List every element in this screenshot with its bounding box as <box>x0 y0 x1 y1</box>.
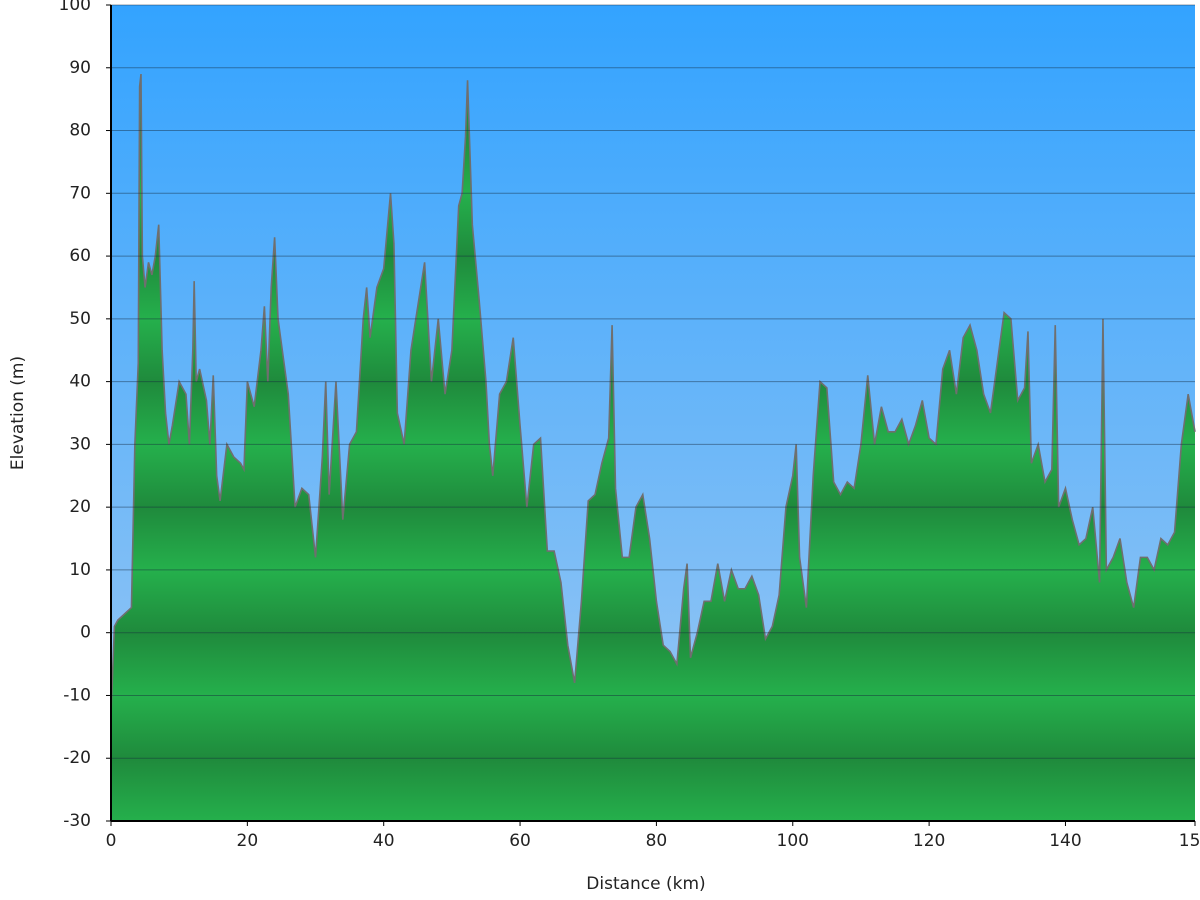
x-tick-label: 159 <box>1179 831 1200 851</box>
y-tick-label: 70 <box>69 183 91 203</box>
x-tick-label: 60 <box>509 831 531 851</box>
y-tick-label: 30 <box>69 434 91 454</box>
y-tick-label: 50 <box>69 309 91 329</box>
x-tick-label: 140 <box>1049 831 1081 851</box>
x-tick-label: 40 <box>373 831 395 851</box>
y-tick-label: -20 <box>63 748 91 768</box>
y-tick-label: 40 <box>69 372 91 392</box>
y-tick-label: 90 <box>69 58 91 78</box>
y-tick-label: 80 <box>69 121 91 141</box>
y-tick-label: 10 <box>69 560 91 580</box>
y-tick-label: -10 <box>63 685 91 705</box>
elevation-area <box>111 74 1195 822</box>
y-tick-label: 100 <box>59 0 91 15</box>
y-tick-label: -30 <box>63 811 91 831</box>
x-tick-label: 100 <box>777 831 809 851</box>
y-tick-label: 20 <box>69 497 91 517</box>
y-tick-label: 0 <box>80 623 91 643</box>
x-tick-label: 20 <box>237 831 259 851</box>
x-tick-label: 80 <box>646 831 668 851</box>
elevation-line <box>110 73 1196 715</box>
x-axis-label: Distance (km) <box>586 874 705 894</box>
x-tick-label: 0 <box>106 831 117 851</box>
y-tick-label: 60 <box>69 246 91 266</box>
y-axis-label: Elevation (m) <box>8 356 28 470</box>
x-tick-label: 120 <box>913 831 945 851</box>
